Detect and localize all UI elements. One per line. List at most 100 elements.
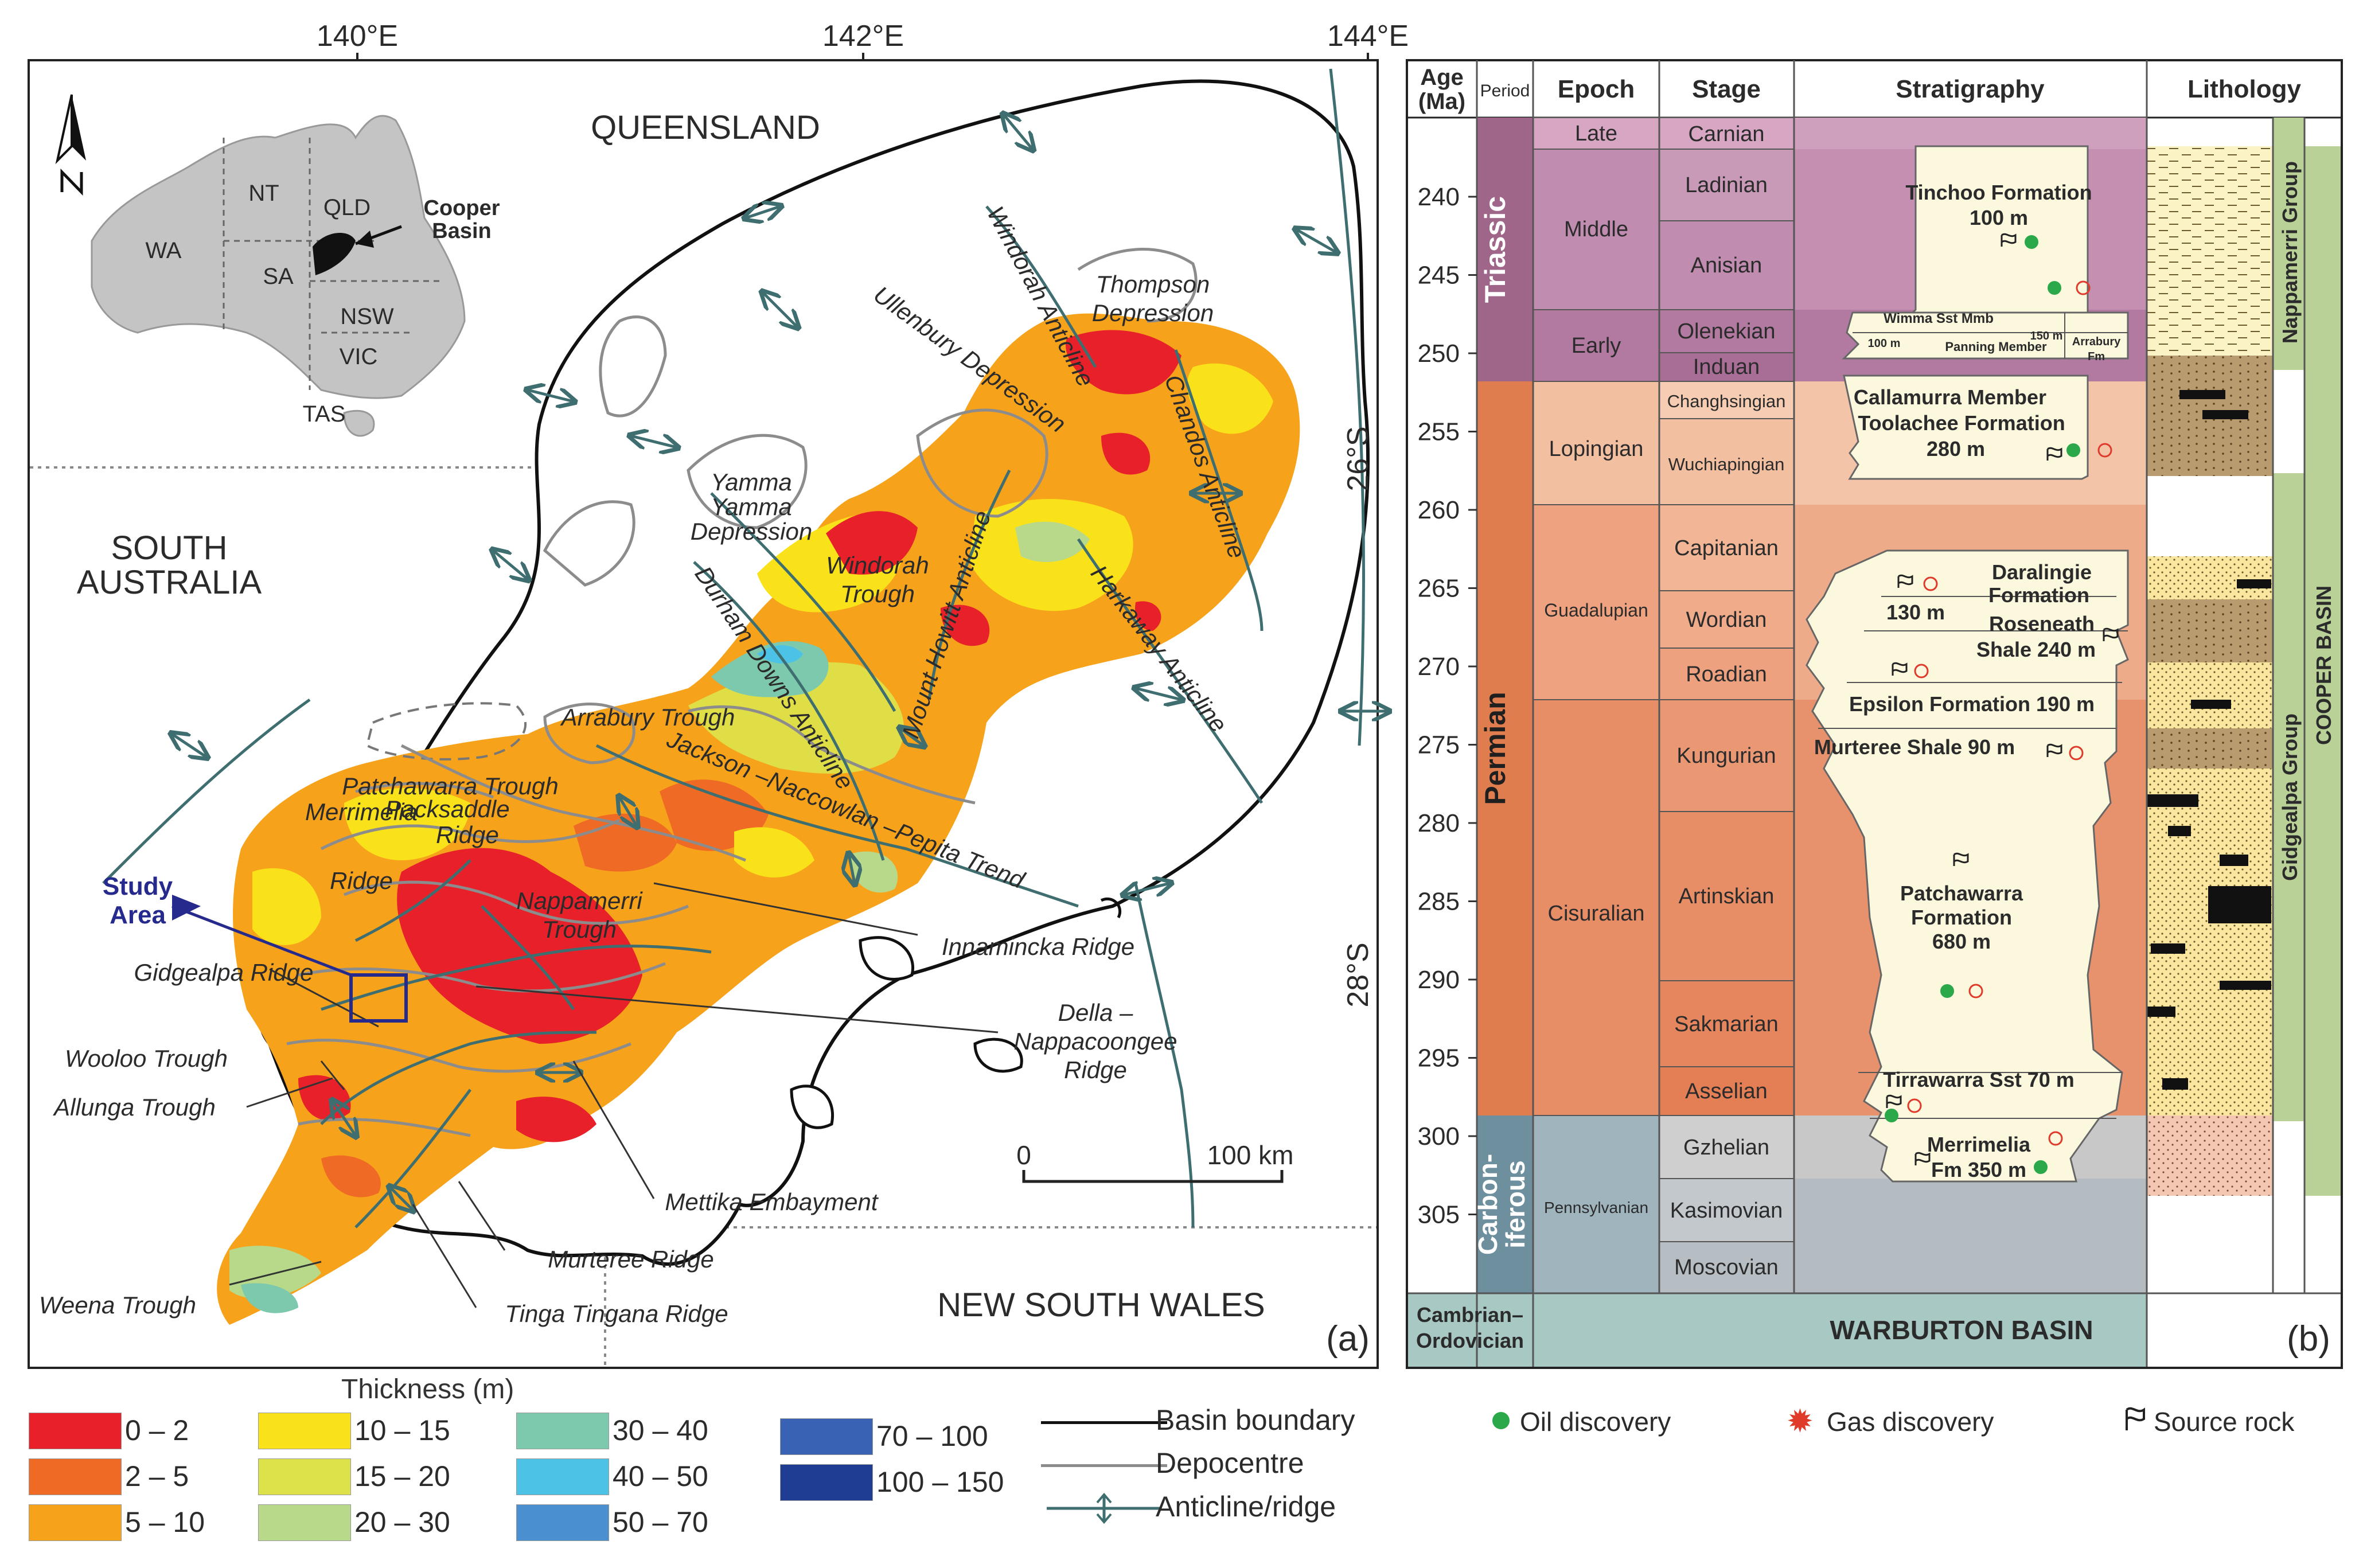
age-tick-label: 305 bbox=[1418, 1201, 1460, 1229]
feature-label: Tinga Tingana Ridge bbox=[505, 1300, 728, 1327]
feature-label: Depression bbox=[691, 518, 812, 545]
basin-boundary-swatch bbox=[1041, 1421, 1167, 1424]
age-tick-label: 260 bbox=[1418, 496, 1460, 524]
legend-swatch-label: 2 – 5 bbox=[125, 1460, 189, 1492]
stage-label: Ladinian bbox=[1685, 173, 1768, 197]
legend-gas: Gas discovery bbox=[1827, 1407, 1994, 1437]
feature-label: Innamincka Ridge bbox=[942, 933, 1134, 960]
formation-label: 280 m bbox=[1927, 437, 1985, 461]
legend-basin-boundary: Basin boundary bbox=[1156, 1404, 1355, 1436]
formation-label: Callamurra Member bbox=[1854, 385, 2046, 409]
legend-swatch bbox=[29, 1413, 122, 1449]
legend-swatch bbox=[780, 1418, 873, 1455]
formation-label: Daralingie bbox=[1992, 560, 2092, 584]
panel-a-map bbox=[28, 53, 1388, 1369]
stage-label: Sakmarian bbox=[1674, 1012, 1779, 1036]
warburton-band bbox=[1533, 1293, 2147, 1367]
region-south-australia: SOUTH bbox=[111, 529, 228, 567]
inset-state: WA bbox=[146, 238, 182, 263]
feature-label: Weena Trough bbox=[39, 1292, 196, 1319]
scale-bar bbox=[1022, 1170, 1284, 1183]
feature-label: Ridge bbox=[1064, 1056, 1127, 1083]
formation-label: Tinchoo Formation bbox=[1905, 181, 2092, 204]
feature-label: Gidgealpa Ridge bbox=[134, 959, 314, 986]
feature-label: Trough bbox=[542, 916, 617, 943]
period-label: Triassic bbox=[1479, 196, 1511, 303]
stage-label: Wuchiapingian bbox=[1668, 454, 1785, 474]
stage-label: Carnian bbox=[1688, 122, 1764, 146]
legend-swatch-label: 40 – 50 bbox=[613, 1460, 708, 1492]
legend-swatch bbox=[29, 1504, 122, 1541]
feature-label: Depression bbox=[1092, 299, 1214, 326]
legend-swatch-label: 0 – 2 bbox=[125, 1414, 189, 1446]
age-tick-label: 265 bbox=[1418, 575, 1460, 603]
legend-swatch-label: 70 – 100 bbox=[876, 1420, 988, 1452]
legend-swatch-label: 30 – 40 bbox=[613, 1414, 708, 1446]
australia-inset bbox=[91, 115, 466, 437]
stage-label: Kasimovian bbox=[1670, 1199, 1783, 1223]
legend-swatch bbox=[258, 1458, 351, 1495]
epoch-label: Late bbox=[1575, 122, 1617, 146]
legend-swatch bbox=[780, 1464, 873, 1501]
feature-label: Ridge bbox=[436, 821, 499, 848]
header-lithology: Lithology bbox=[2187, 75, 2301, 103]
formation-label: Arrabury bbox=[2072, 336, 2121, 348]
formation-label: Fm bbox=[2088, 350, 2105, 363]
formation-shapes bbox=[1806, 145, 2129, 1183]
inset-state: NSW bbox=[340, 304, 394, 329]
stage-label: Asselian bbox=[1685, 1079, 1768, 1103]
formation-label: 680 m bbox=[1932, 930, 1991, 953]
leader-lines bbox=[229, 882, 999, 1308]
feature-label: Yamma bbox=[711, 493, 792, 520]
triassic-band bbox=[1477, 118, 1533, 381]
depocentre-lines bbox=[286, 248, 1198, 1137]
age-tick-label: 285 bbox=[1418, 888, 1460, 916]
formation-label: Wimma Sst Mmb bbox=[1884, 311, 1994, 326]
source-rock-icon bbox=[2126, 1407, 2145, 1430]
formation-label: Tirrawarra Sst 70 m bbox=[1883, 1068, 2075, 1091]
study-area-label: Area bbox=[110, 901, 166, 929]
stage-label: Anisian bbox=[1691, 253, 1762, 278]
legend-panel-b: Oil discovery ✹ Gas discovery Source roc… bbox=[1485, 1399, 2346, 1451]
age-axis: 240 245 250 255 260 265 270 275 280 285 290 295 300 3… bbox=[1418, 183, 1477, 1229]
permian-band bbox=[1477, 381, 1533, 1115]
warburton-label: WARBURTON BASIN bbox=[1830, 1315, 2093, 1345]
carboniferous-band bbox=[1477, 1115, 1533, 1293]
formation-label: Formation bbox=[1988, 583, 2089, 607]
period-label: Ordovician bbox=[1416, 1329, 1524, 1352]
formation-label: Roseneath bbox=[1989, 612, 2095, 635]
legend-swatch bbox=[29, 1458, 122, 1495]
nappamerri-group-bar bbox=[2273, 118, 2304, 370]
feature-label: Della – bbox=[1058, 999, 1133, 1026]
stage-label: Olenekian bbox=[1677, 319, 1775, 344]
period-label: Carbon- bbox=[1473, 1154, 1503, 1255]
period-label: Cambrian– bbox=[1417, 1303, 1523, 1327]
feature-label: Ridge bbox=[330, 867, 393, 894]
lon-tick-label: 140°E bbox=[317, 19, 398, 53]
anticline-arrows bbox=[172, 115, 1388, 1210]
header-age: Age bbox=[1420, 65, 1464, 90]
legend-swatch-label: 15 – 20 bbox=[354, 1460, 450, 1492]
formation-label: Toolachee Formation bbox=[1858, 411, 2065, 435]
epoch-label: Guadalupian bbox=[1544, 600, 1648, 621]
australia-map bbox=[91, 115, 466, 399]
legend-swatch-label: 10 – 15 bbox=[354, 1414, 450, 1446]
epoch-label: Middle bbox=[1564, 217, 1628, 241]
legend-title: Thickness (m) bbox=[341, 1374, 514, 1405]
study-area-label: Study bbox=[103, 872, 173, 900]
formation-label: Panning Member bbox=[1945, 340, 2047, 354]
feature-label: Wooloo Trough bbox=[65, 1045, 228, 1072]
age-tick-label: 270 bbox=[1418, 653, 1460, 681]
legend-swatch-label: 20 – 30 bbox=[354, 1506, 450, 1538]
epoch-label: Pennsylvanian bbox=[1544, 1199, 1648, 1216]
formation-label: Merrimelia bbox=[1927, 1133, 2031, 1156]
feature-label: Patchawarra Trough bbox=[342, 773, 558, 799]
stage-label: Induan bbox=[1693, 355, 1760, 379]
lat-tick-label: 26°S bbox=[1342, 426, 1375, 491]
formation-label: Epsilon Formation 190 m bbox=[1849, 692, 2095, 716]
legend-swatch bbox=[258, 1413, 351, 1449]
epoch-label: Lopingian bbox=[1549, 437, 1644, 461]
lith-nappamerri bbox=[2147, 146, 2273, 356]
region-south-australia: AUSTRALIA bbox=[77, 564, 262, 601]
